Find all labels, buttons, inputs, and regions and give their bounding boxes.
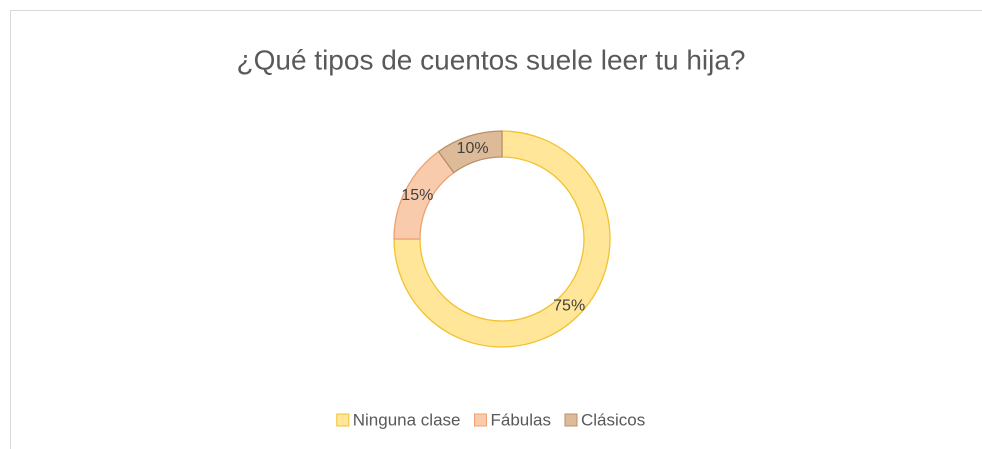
- legend-swatch: [336, 413, 350, 427]
- legend-label: Ninguna clase: [353, 410, 461, 429]
- donut-segment: [437, 130, 503, 174]
- data-label: 10%: [457, 140, 489, 157]
- data-label: 15%: [401, 187, 433, 204]
- legend-swatch: [564, 413, 578, 427]
- legend-label: Clásicos: [581, 410, 645, 429]
- legend-swatch: [474, 413, 488, 427]
- data-label: 75%: [553, 297, 585, 314]
- legend-label: Fábulas: [491, 410, 551, 429]
- chart-border: [10, 10, 982, 449]
- donut-segment: [393, 130, 611, 348]
- chart-title: ¿Qué tipos de cuentos suele leer tu hija…: [237, 44, 746, 75]
